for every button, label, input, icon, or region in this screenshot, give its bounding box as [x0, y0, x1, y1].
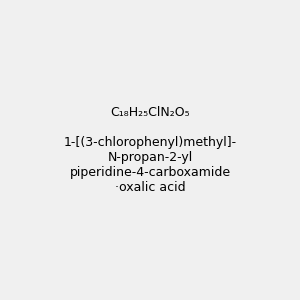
Text: C₁₈H₂₅ClN₂O₅

1-[(3-chlorophenyl)methyl]-
N-propan-2-yl
piperidine-4-carboxamide: C₁₈H₂₅ClN₂O₅ 1-[(3-chlorophenyl)methyl]-…: [63, 106, 237, 194]
